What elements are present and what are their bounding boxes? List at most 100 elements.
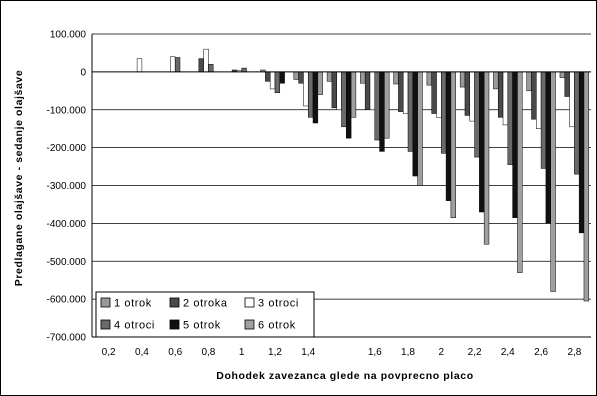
bar [350, 71, 357, 118]
bar [346, 71, 352, 139]
bar [569, 71, 575, 128]
y-tick-label: 100.000 [50, 30, 87, 41]
bar [441, 71, 447, 154]
x-tick-label: 0,8 [201, 347, 215, 358]
bar [412, 71, 418, 177]
legend-label: 3 otroci [258, 298, 299, 310]
bar [398, 71, 404, 112]
bar [341, 71, 347, 128]
x-tick-label: 2,4 [501, 347, 515, 358]
bars [136, 48, 590, 302]
bar [545, 71, 551, 224]
x-tick-label: 0,6 [168, 347, 182, 358]
bar [198, 58, 204, 73]
x-tick-labels: 0,2 0,4 0,6 0,8 1 1,2 1,4 1,6 1,8 2 2,2 2,4 2,6 2,8 [102, 347, 582, 358]
bar [578, 71, 585, 234]
bar [360, 71, 366, 84]
bar [317, 71, 323, 95]
y-tick-label: -500.000 [47, 257, 87, 268]
legend-label: 2 otroka [183, 298, 228, 310]
y-tick-label: -300.000 [47, 181, 87, 192]
bar [445, 71, 452, 201]
bar [326, 71, 333, 82]
bar [374, 71, 380, 141]
bar [464, 71, 471, 116]
legend-swatch [100, 297, 111, 308]
x-tick-label: 0,2 [102, 347, 116, 358]
legend-swatch [100, 319, 111, 330]
y-tick-label: -100.000 [47, 105, 87, 116]
bar [369, 71, 376, 111]
x-axis-title: Dohodek zavezanca glede na povprecno pla… [216, 370, 473, 382]
bar [298, 71, 304, 84]
bar [493, 71, 499, 90]
bar [269, 71, 276, 90]
bar [241, 67, 247, 73]
legend-swatch [169, 297, 180, 308]
x-tick-label: 1,8 [401, 347, 415, 358]
bar [279, 71, 285, 84]
x-tick-label: 2,2 [468, 347, 482, 358]
bar [450, 71, 456, 218]
legend-swatch [244, 319, 255, 330]
legend-label: 4 otroci [114, 320, 155, 332]
bar [293, 71, 299, 80]
bar [170, 56, 176, 73]
bar [474, 71, 480, 158]
bar [303, 71, 309, 107]
bar [559, 71, 566, 78]
bar [479, 71, 485, 213]
bar [507, 71, 513, 165]
x-tick-label: 2,8 [567, 347, 581, 358]
x-tick-label: 1 [239, 347, 245, 358]
y-tick-label: -200.000 [47, 143, 87, 154]
bar [393, 71, 399, 85]
bar [402, 71, 409, 114]
bar [564, 71, 570, 97]
bar [331, 71, 337, 109]
bar [174, 57, 181, 73]
bar [526, 71, 532, 92]
bar [426, 71, 432, 86]
bar [431, 71, 437, 114]
bar [502, 71, 509, 126]
bar [469, 71, 475, 122]
x-tick-label: 1,2 [268, 347, 282, 358]
x-tick-label: 2,6 [534, 347, 548, 358]
bar [274, 71, 281, 93]
y-tick-labels: 100.000 0 -100.000 -200.000 -300.000 -400.000… [47, 30, 87, 344]
x-tick-label: 0,4 [135, 347, 149, 358]
x-tick-label: 1,4 [301, 347, 315, 358]
legend-box [95, 291, 315, 338]
bar [417, 71, 423, 186]
bar [483, 71, 490, 245]
bar [312, 71, 319, 124]
bar [550, 71, 556, 292]
bar [407, 71, 414, 152]
legend-label: 5 otrok [183, 320, 221, 332]
bar [497, 71, 504, 118]
y-tick-label: -400.000 [47, 219, 87, 230]
y-tick-label: 0 [80, 67, 86, 78]
bar [512, 71, 518, 218]
bar [307, 71, 314, 118]
legend-label: 6 otrok [258, 320, 296, 332]
bar [574, 71, 580, 175]
bar [436, 71, 442, 118]
legend-label: 1 otrok [114, 298, 152, 310]
x-tick-label: 2 [439, 347, 445, 358]
bar [136, 58, 143, 73]
bar [364, 71, 371, 111]
bar [531, 71, 537, 120]
bar [517, 71, 523, 273]
bar [336, 71, 342, 111]
legend-swatch [169, 319, 180, 330]
legend-swatch [244, 297, 255, 308]
bar [536, 71, 542, 129]
x-tick-label: 1,6 [368, 347, 382, 358]
y-tick-label: -700.000 [47, 333, 87, 344]
bar [208, 64, 214, 73]
legend: 1 otrok 2 otroka 3 otroci 4 otroci 5 otrok 6 … [95, 291, 315, 338]
bar [583, 71, 590, 302]
